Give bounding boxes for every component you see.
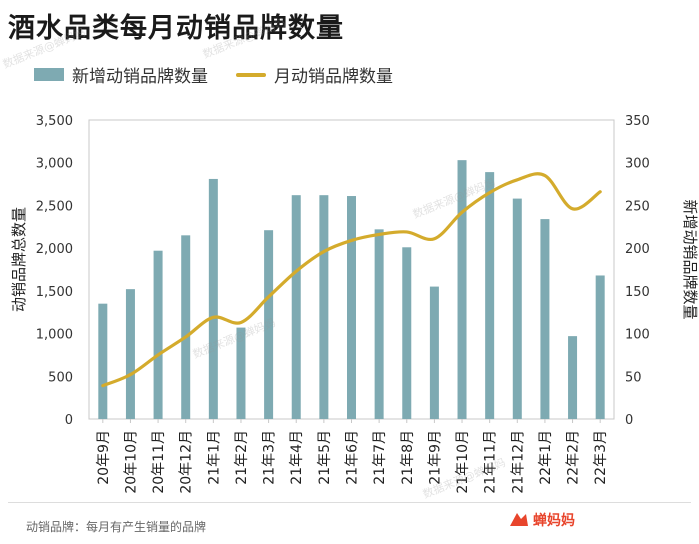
legend-line-swatch — [236, 72, 266, 77]
x-tick-label: 21年1月 — [206, 430, 222, 485]
x-tick-label: 21年4月 — [289, 430, 305, 485]
bar — [98, 303, 108, 419]
x-tick-label: 20年12月 — [179, 430, 195, 494]
bar — [485, 172, 495, 419]
bar — [208, 178, 218, 419]
right-tick-label: 300 — [625, 157, 650, 172]
right-tick-label: 0 — [625, 413, 633, 428]
x-tick-label: 22年2月 — [566, 430, 582, 485]
footnote: 动销品牌：每月有产生销量的品牌 — [26, 520, 207, 534]
x-tick-label: 21年3月 — [262, 430, 278, 485]
bar — [568, 336, 578, 419]
legend-bar-swatch — [34, 68, 64, 81]
combo-chart: 0 500 1,000 1,500 2,000 2,500 3,000 3,500 0 50 100… — [10, 114, 699, 494]
bar — [319, 195, 329, 419]
brand-icon — [510, 513, 528, 526]
right-tick-label: 50 — [625, 370, 642, 385]
legend-bar-label: 新增动销品牌数量 — [72, 67, 208, 87]
left-axis-title: 动销品牌总数量 — [10, 207, 28, 312]
brand-logo: 蝉妈妈 — [508, 510, 575, 530]
left-tick-label: 500 — [48, 370, 73, 385]
x-tick-label: 20年10月 — [123, 430, 139, 494]
x-tick-label: 20年9月 — [96, 430, 112, 485]
bar — [595, 275, 605, 419]
chart-title: 酒水品类每月动销品牌数量 — [8, 13, 344, 44]
right-tick-label: 250 — [625, 199, 650, 214]
left-tick-label: 3,500 — [36, 114, 73, 129]
bar — [402, 247, 412, 419]
x-tick-label: 21年6月 — [345, 430, 361, 485]
bar — [291, 195, 301, 419]
bar — [429, 286, 439, 419]
bar — [153, 250, 163, 419]
x-tick-label: 21年11月 — [483, 430, 499, 494]
bar — [264, 230, 274, 419]
footer-divider — [8, 502, 691, 503]
x-tick-label: 21年8月 — [400, 430, 416, 485]
x-tick-label: 21年2月 — [234, 430, 250, 485]
right-axis-title: 新增动销品牌数量 — [681, 199, 699, 319]
x-tick-label: 21年5月 — [317, 430, 333, 485]
left-tick-label: 2,500 — [36, 199, 73, 214]
bar — [457, 160, 467, 419]
x-tick-label: 20年11月 — [151, 430, 167, 494]
x-tick-label: 21年12月 — [510, 430, 526, 494]
right-tick-label: 100 — [625, 328, 650, 343]
bar — [374, 229, 384, 419]
bar — [125, 289, 135, 419]
right-tick-label: 350 — [625, 114, 650, 129]
bar — [181, 235, 191, 419]
legend-line-label: 月动销品牌数量 — [274, 67, 393, 87]
bar — [347, 196, 356, 419]
x-tick-label: 21年7月 — [372, 430, 388, 485]
left-tick-label: 1,500 — [36, 285, 73, 300]
right-tick-label: 150 — [625, 285, 650, 300]
left-tick-label: 0 — [65, 413, 73, 428]
chart-legend: 新增动销品牌数量 月动销品牌数量 — [34, 62, 393, 87]
x-tick-label: 22年1月 — [538, 430, 554, 485]
right-tick-label: 200 — [625, 242, 650, 257]
x-tick-label: 21年10月 — [455, 430, 471, 494]
bar — [540, 219, 550, 419]
left-tick-label: 1,000 — [36, 328, 73, 343]
x-tick-label: 21年9月 — [427, 430, 443, 485]
left-tick-label: 2,000 — [36, 242, 73, 257]
bar — [512, 198, 522, 419]
bar — [236, 327, 246, 419]
left-tick-label: 3,000 — [36, 157, 73, 172]
brand-name: 蝉妈妈 — [533, 513, 575, 529]
x-tick-label: 22年3月 — [593, 430, 609, 485]
